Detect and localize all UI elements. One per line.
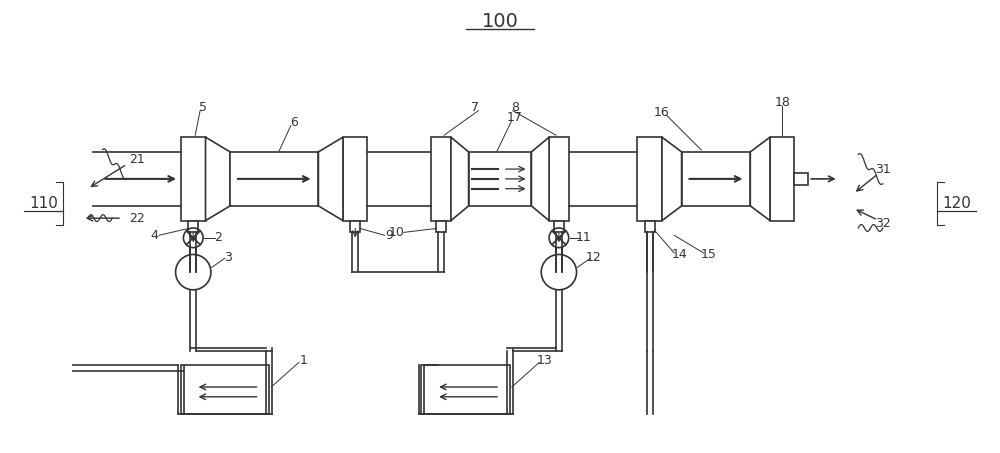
FancyBboxPatch shape [343,137,367,221]
Text: 7: 7 [471,101,479,114]
Text: 2: 2 [214,231,222,244]
Text: 100: 100 [482,12,518,31]
Text: 3: 3 [224,251,232,264]
Text: 5: 5 [199,101,207,114]
FancyBboxPatch shape [770,137,794,221]
FancyBboxPatch shape [431,137,451,221]
FancyBboxPatch shape [682,152,750,206]
Text: 10: 10 [389,226,405,239]
FancyBboxPatch shape [436,221,446,232]
FancyBboxPatch shape [554,221,564,232]
Text: 22: 22 [129,212,145,225]
Text: 17: 17 [507,111,523,124]
Text: 110: 110 [29,196,58,211]
Text: 32: 32 [875,217,891,230]
FancyBboxPatch shape [350,221,360,232]
Text: 14: 14 [671,248,687,261]
Text: 1: 1 [300,354,308,367]
Text: 9: 9 [386,229,394,242]
Polygon shape [750,137,770,221]
FancyBboxPatch shape [549,137,569,221]
FancyBboxPatch shape [181,137,206,221]
Polygon shape [662,137,682,221]
Text: 13: 13 [536,354,552,367]
FancyBboxPatch shape [469,152,531,206]
FancyBboxPatch shape [794,173,808,185]
Polygon shape [531,137,549,221]
FancyBboxPatch shape [181,366,269,414]
FancyBboxPatch shape [188,221,198,232]
Text: 11: 11 [576,231,591,244]
Text: 8: 8 [511,101,519,114]
Text: 16: 16 [654,106,670,119]
Text: 4: 4 [150,229,158,242]
Text: 120: 120 [942,196,971,211]
Polygon shape [206,137,230,221]
FancyBboxPatch shape [421,366,510,414]
FancyBboxPatch shape [230,152,318,206]
Text: 15: 15 [701,248,717,261]
Text: 6: 6 [290,116,298,129]
Text: 18: 18 [774,96,790,109]
FancyBboxPatch shape [645,221,655,232]
Polygon shape [451,137,469,221]
FancyBboxPatch shape [637,137,662,221]
Text: 31: 31 [875,163,891,176]
Text: 12: 12 [585,251,601,264]
Polygon shape [318,137,343,221]
Text: 21: 21 [129,153,145,166]
